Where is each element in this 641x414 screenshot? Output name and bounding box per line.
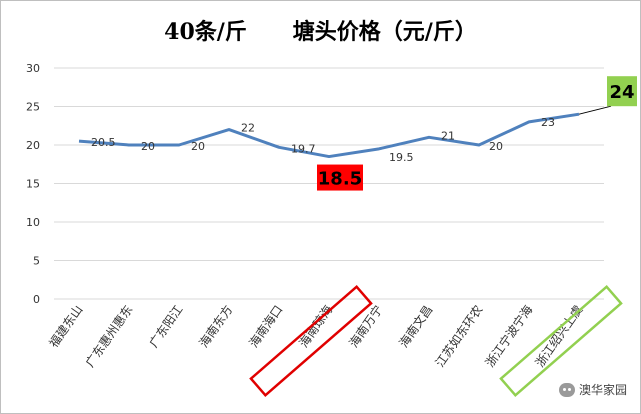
chart-title: 40条/斤 塘头价格（元/斤） [164,19,477,45]
y-tick-label: 0 [33,293,40,306]
data-label: 19.5 [389,151,414,164]
data-label: 19.7 [291,142,316,155]
watermark-text: 澳华家园 [578,383,627,397]
y-tick-label: 30 [26,62,40,75]
callout-label: 24 [609,82,634,103]
y-tick-label: 15 [26,178,40,191]
x-tick-label: 福建东山 [46,302,86,350]
x-tick-label: 海南文昌 [396,302,436,350]
category-highlight-box [499,285,623,397]
callout-box [607,76,637,107]
x-tick-label: 海南东方 [196,302,236,350]
category-highlight-box [249,285,373,397]
x-tick-label: 海南海口 [246,302,286,350]
data-label: 21 [441,129,455,142]
x-tick-label: 广东阳江 [146,303,185,350]
wechat-icon [558,382,575,397]
x-tick-label: 浙江宁波宁海 [482,302,536,370]
data-label: 22 [241,122,255,135]
series-line [78,112,580,159]
callout-label: 18.5 [318,169,362,190]
data-label: 20 [489,140,503,153]
watermark: 澳华家园 [558,381,627,398]
x-tick-label: 广东惠州惠东 [83,303,136,370]
data-label: 20.5 [91,136,116,149]
data-label: 20 [141,140,155,153]
y-tick-label: 5 [33,255,40,268]
callout-box [317,164,363,191]
y-tick-label: 20 [26,139,40,152]
y-tick-label: 10 [26,216,40,229]
data-label: 23 [541,116,555,129]
data-label: 20 [191,140,205,153]
callout-leader [578,105,612,115]
y-tick-label: 25 [26,101,40,114]
x-tick-label: 江苏如东环农 [432,302,486,370]
